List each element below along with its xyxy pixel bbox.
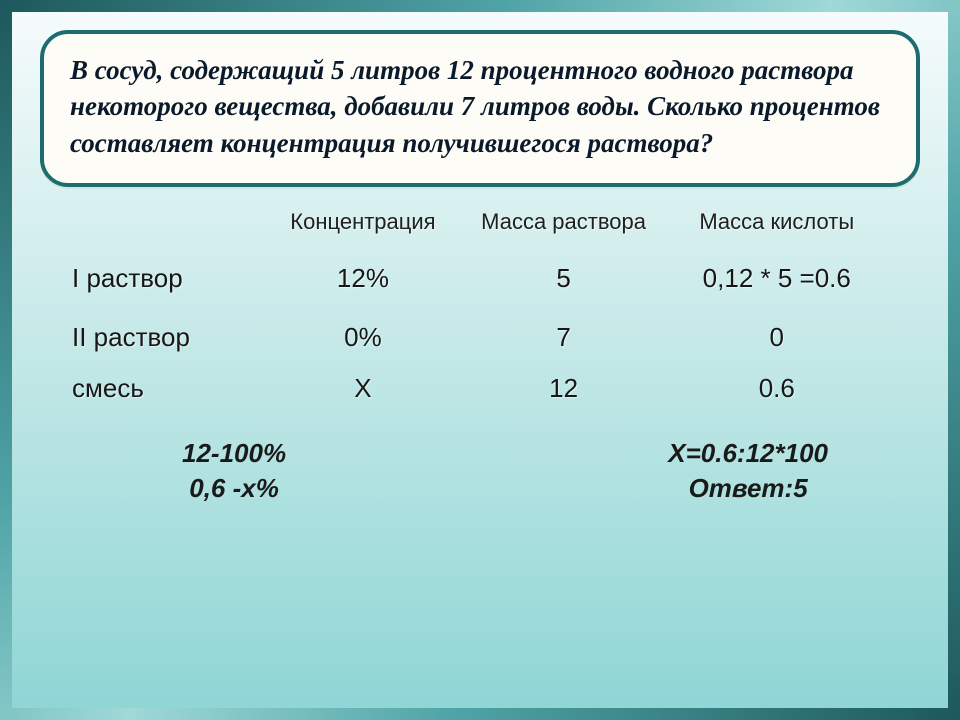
row1-acid: 0,12 * 5 =0.6 (656, 249, 898, 308)
answer-result: Ответ:5 (668, 471, 828, 506)
row2-mass: 7 (472, 308, 656, 367)
row3-conc: X (254, 367, 471, 410)
table-row: смесь X 12 0.6 (62, 367, 898, 410)
solution-table: Концентрация Масса раствора Масса кислот… (62, 203, 898, 410)
problem-text: В сосуд, содержащий 5 литров 12 процентн… (70, 52, 890, 161)
row2-acid: 0 (656, 308, 898, 367)
row1-label: I раствор (62, 249, 254, 308)
table-header-row: Концентрация Масса раствора Масса кислот… (62, 203, 898, 249)
row1-mass: 5 (472, 249, 656, 308)
row2-conc: 0% (254, 308, 471, 367)
header-mass-acid: Масса кислоты (656, 203, 898, 249)
table-row: I раствор 12% 5 0,12 * 5 =0.6 (62, 249, 898, 308)
row3-mass: 12 (472, 367, 656, 410)
proportion-line1: 12-100% (182, 436, 286, 471)
row3-label: смесь (62, 367, 254, 410)
header-concentration: Концентрация (254, 203, 471, 249)
content-area: Концентрация Масса раствора Масса кислот… (12, 187, 948, 506)
proportion-block: 12-100% 0,6 -х% (182, 436, 286, 506)
header-mass-solution: Масса раствора (472, 203, 656, 249)
slide-frame: В сосуд, содержащий 5 литров 12 процентн… (0, 0, 960, 720)
answer-block: Х=0.6:12*100 Ответ:5 (668, 436, 868, 506)
row2-label: II раствор (62, 308, 254, 367)
problem-card: В сосуд, содержащий 5 литров 12 процентн… (40, 30, 920, 187)
calculation-row: 12-100% 0,6 -х% Х=0.6:12*100 Ответ:5 (62, 410, 898, 506)
row3-acid: 0.6 (656, 367, 898, 410)
answer-formula: Х=0.6:12*100 (668, 436, 828, 471)
table-row: II раствор 0% 7 0 (62, 308, 898, 367)
proportion-line2: 0,6 -х% (182, 471, 286, 506)
row1-conc: 12% (254, 249, 471, 308)
header-empty (62, 203, 254, 249)
